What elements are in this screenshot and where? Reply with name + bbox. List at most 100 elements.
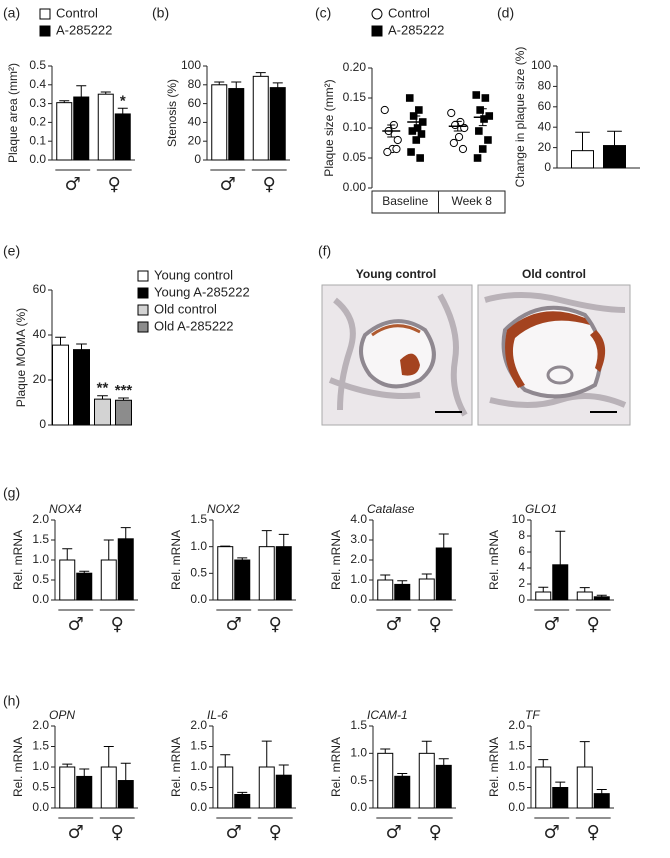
bar — [418, 578, 435, 601]
legend-marker — [39, 8, 51, 20]
bar — [211, 84, 228, 161]
y-tick-label: 1.0 — [350, 746, 367, 760]
bar — [377, 752, 394, 809]
y-tick-label: 0.0 — [350, 592, 367, 606]
tissue — [484, 292, 627, 408]
error-bar — [237, 557, 248, 560]
error-bar — [79, 570, 90, 574]
y-tick-label: 40 — [33, 327, 47, 341]
point — [481, 94, 490, 102]
error-bar — [255, 72, 266, 77]
error-bar — [421, 740, 432, 754]
point — [475, 127, 483, 135]
point — [478, 145, 487, 153]
y-tick-label: 1.5 — [190, 739, 207, 753]
y-axis-label: Rel. mRNA — [329, 530, 343, 590]
legend-label: Control — [56, 5, 98, 20]
bar — [97, 93, 114, 161]
error-bar — [579, 587, 590, 592]
y-axis-label: Rel. mRNA — [487, 737, 501, 797]
error-bar — [478, 108, 487, 127]
y-tick-label: 0.0 — [508, 800, 525, 814]
y-axis-label: Rel. mRNA — [329, 737, 343, 797]
x-tick-label: ♂ — [220, 174, 236, 195]
y-tick-label: 1.5 — [508, 739, 525, 753]
bar — [234, 559, 251, 601]
bar — [552, 564, 569, 601]
y-tick-label: 2.0 — [508, 718, 525, 732]
bar — [217, 766, 234, 809]
y-tick-label: 0 — [518, 592, 525, 606]
y-tick-label: 0.5 — [29, 58, 46, 72]
legend-marker — [371, 25, 383, 37]
error-bar — [103, 539, 114, 560]
y-tick-label: 0.1 — [29, 133, 46, 147]
error-bar — [380, 574, 391, 580]
y-tick-label: 3.0 — [350, 532, 367, 546]
legend-marker — [137, 287, 149, 299]
y-tick-label: 0.0 — [190, 592, 207, 606]
error-bar — [117, 107, 128, 114]
plaque — [400, 353, 420, 376]
x-tick-label: ♀ — [263, 174, 276, 195]
image-label: Young control — [356, 267, 436, 281]
bar — [234, 793, 251, 809]
chart-title: Catalase — [367, 502, 415, 516]
error-bar — [421, 573, 432, 579]
y-tick-label: 0.10 — [343, 120, 367, 134]
error-bar — [79, 768, 90, 777]
bar — [571, 150, 594, 169]
legend-label: A-285222 — [56, 22, 112, 37]
legend-label: Old control — [154, 301, 217, 316]
chart-title: NOX2 — [207, 502, 240, 516]
point — [412, 136, 421, 144]
error-bar — [278, 533, 289, 547]
point — [473, 154, 482, 162]
error-bar — [62, 548, 73, 560]
x-tick-label: ♂ — [68, 614, 84, 635]
point — [380, 105, 389, 115]
y-tick-label: 2 — [518, 576, 525, 590]
y-tick-label: 1.5 — [32, 739, 49, 753]
significance: ** — [97, 380, 109, 397]
panel-letter: (d) — [497, 5, 514, 21]
bar — [76, 572, 93, 601]
error-bar — [575, 131, 590, 151]
error-bar — [555, 530, 566, 565]
chart-title: IL-6 — [207, 708, 228, 722]
y-axis-label: Rel. mRNA — [169, 530, 183, 590]
legend-marker — [137, 270, 149, 282]
bar — [115, 399, 132, 426]
panel-letter: (b) — [152, 5, 169, 21]
significance: * — [120, 92, 126, 109]
chart-title: ICAM-1 — [367, 708, 408, 722]
y-tick-label: 100 — [181, 58, 201, 72]
x-tick-label: ♂ — [386, 614, 402, 635]
y-axis-label: Rel. mRNA — [487, 530, 501, 590]
error-bar — [220, 754, 231, 767]
bar — [394, 583, 411, 601]
point — [480, 115, 488, 123]
y-tick-label: 1.0 — [508, 759, 525, 773]
panel-letter: (h) — [3, 693, 20, 709]
error-bar — [412, 115, 421, 129]
error-bar — [555, 781, 566, 788]
point — [447, 108, 456, 118]
bar — [435, 547, 452, 601]
error-bar — [438, 758, 449, 766]
error-bar — [272, 82, 283, 88]
legend-marker — [371, 8, 383, 20]
y-axis-label: Change in plaque size (%) — [513, 47, 527, 188]
x-tick-label: ♂ — [226, 822, 242, 843]
y-tick-label: 10 — [512, 512, 526, 526]
error-bar — [579, 741, 590, 767]
error-bar — [118, 397, 129, 401]
y-tick-label: 1.5 — [32, 532, 49, 546]
y-tick-label: 0.0 — [29, 152, 46, 166]
panel-letter: (e) — [3, 243, 20, 259]
x-tick-label: ♂ — [386, 822, 402, 843]
bar — [59, 559, 76, 601]
bar — [117, 780, 134, 809]
bar — [275, 774, 292, 809]
error-bar — [380, 748, 391, 754]
